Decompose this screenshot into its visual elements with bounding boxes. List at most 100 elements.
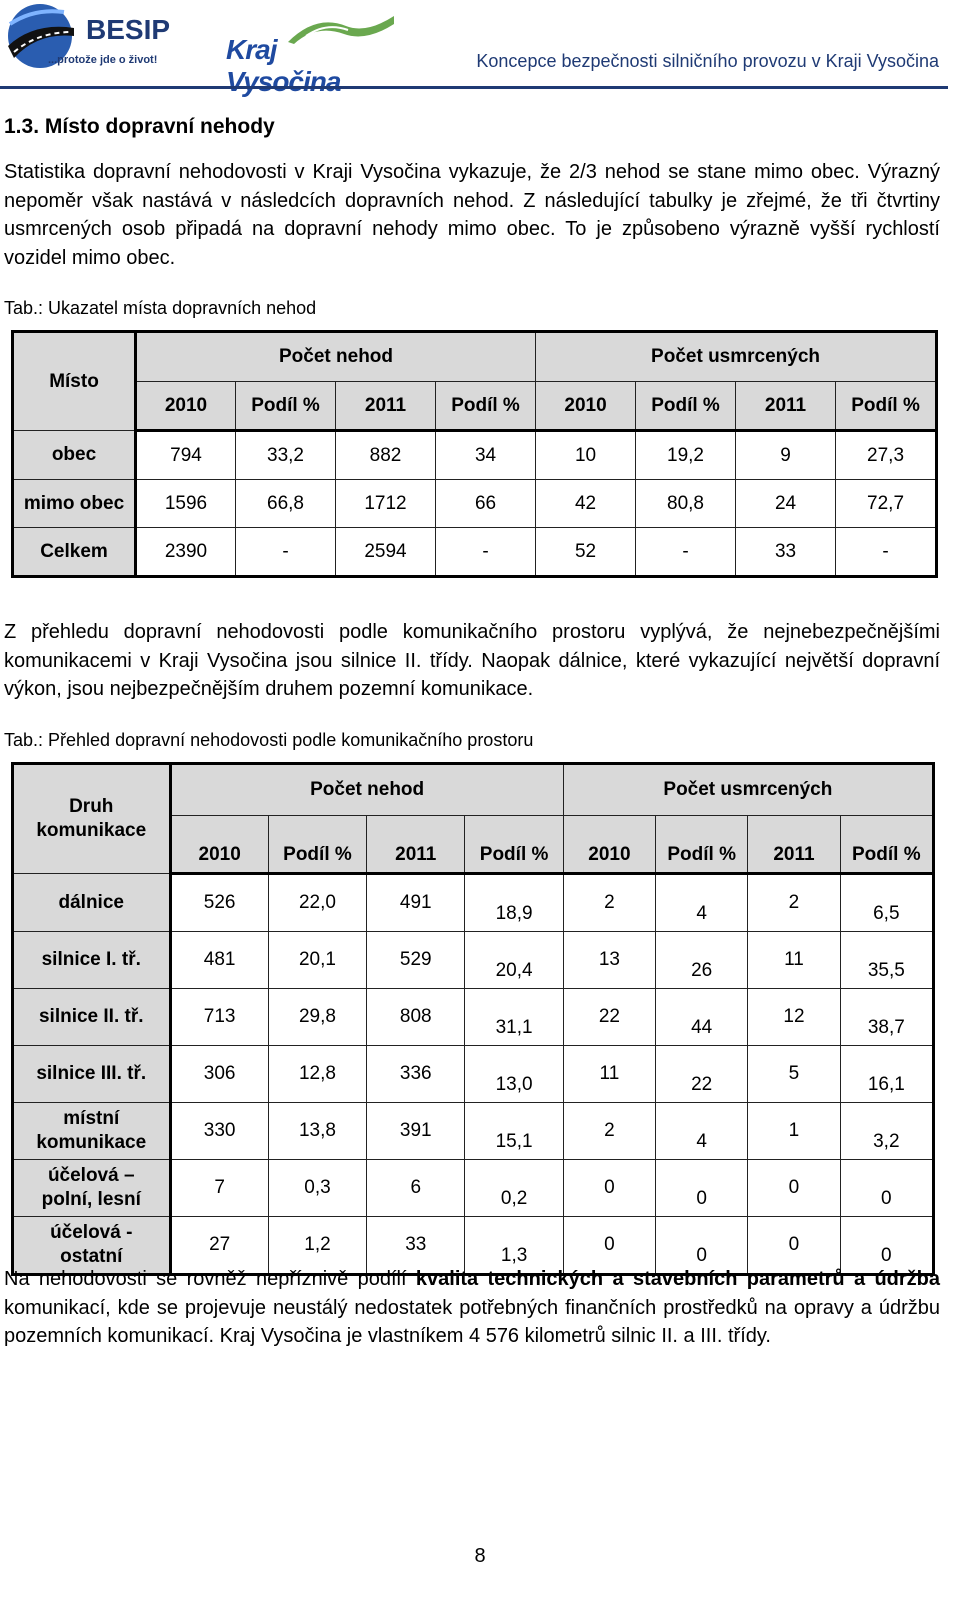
table2-corner-line1: Druh <box>69 796 114 817</box>
table2-cell: 2 <box>562 1102 657 1160</box>
table2-cell: 26 <box>655 931 749 989</box>
page-header: BESIP ...protože jde o život! Kraj Vysoč… <box>0 0 960 97</box>
table2-cell: 20,4 <box>464 931 564 989</box>
table2-row-label-line1: dálnice <box>58 891 124 913</box>
table1-cell: 66 <box>434 479 537 528</box>
page-number: 8 <box>474 1545 486 1567</box>
table-row: silnice I. tř. 481 20,1 529 20,4 13 26 11 35,5 <box>12 931 935 989</box>
besip-logo: BESIP ...protože jde o život! <box>4 2 170 70</box>
table2-cell: 0 <box>562 1216 657 1275</box>
table2-cell: 4 <box>655 1102 749 1160</box>
table2-row-label: silnice I. tř. <box>12 931 172 989</box>
table-row: mimo obec 1596 66,8 1712 66 42 80,8 24 72,7 <box>12 479 938 528</box>
table1-cell: 1712 <box>335 479 436 528</box>
table2-cell: 0 <box>655 1159 749 1217</box>
table1-cell: 33 <box>735 527 837 577</box>
table2-cell: 0,2 <box>464 1159 564 1217</box>
table2-cell: 0 <box>839 1159 935 1217</box>
table2-cell: 330 <box>169 1102 269 1160</box>
table2-cell: 2 <box>562 873 657 932</box>
table2-group-accidents: Počet nehod <box>169 763 564 816</box>
table2-cell: 0 <box>655 1216 749 1275</box>
table2-cell: 0 <box>839 1216 935 1275</box>
table2-cell: 11 <box>747 931 841 989</box>
table1-cell: 27,3 <box>835 430 938 480</box>
table1-cell: 882 <box>335 430 436 480</box>
table2-cell: 11 <box>562 1045 657 1103</box>
table2-row-label: silnice II. tř. <box>12 988 172 1046</box>
table2-row-label: účelová - ostatní <box>12 1216 172 1275</box>
table2-cell: 7 <box>169 1159 269 1217</box>
table1-cell: - <box>434 527 537 577</box>
table2-cell: 0 <box>562 1159 657 1217</box>
table2-cell: 391 <box>366 1102 466 1160</box>
table2-cell: 13,0 <box>464 1045 564 1103</box>
table2-cell: 0,3 <box>267 1159 368 1217</box>
table1-cell: 794 <box>135 430 236 480</box>
kraj-vysocina-logo: Kraj Vysočina <box>226 12 396 97</box>
table2-cell: 5 <box>747 1045 841 1103</box>
table2-row-label-line1: silnice III. tř. <box>36 1063 147 1084</box>
table2-cell: 22,0 <box>267 873 368 932</box>
table2-group-fatalities: Počet usmrcených <box>562 763 935 816</box>
table2-cell: 27 <box>169 1216 269 1275</box>
table1-subheader: Podíl % <box>835 381 938 432</box>
table1-subheader: Podíl % <box>635 381 737 432</box>
table2-cell: 491 <box>366 873 466 932</box>
table2-cell: 481 <box>169 931 269 989</box>
section-title: 1.3. Místo dopravní nehody <box>4 115 275 138</box>
table1-cell: 52 <box>535 527 637 577</box>
table2-cell: 0 <box>747 1216 841 1275</box>
table1-subheader: 2010 <box>535 381 637 432</box>
table-road-type-accidents: Druh komunikace Počet nehod Počet usmrce… <box>11 762 935 1276</box>
table-row: dálnice 526 22,0 491 18,9 2 4 2 6,5 <box>12 873 935 932</box>
table2-cell: 0 <box>747 1159 841 1217</box>
table2-row-label-line1: místní <box>63 1108 120 1129</box>
table2-row-label: silnice III. tř. <box>12 1045 172 1103</box>
kraj-brand: Kraj Vysočina <box>226 34 341 97</box>
table2-cell: 22 <box>655 1045 749 1103</box>
besip-road-icon <box>8 4 74 68</box>
table2-cell: 13 <box>562 931 657 989</box>
table1-cell: 72,7 <box>835 479 938 528</box>
table-row: účelová – polní, lesní 7 0,3 6 0,2 0 0 0 0 <box>12 1159 935 1217</box>
table1-caption: Tab.: Ukazatel místa dopravních nehod <box>4 298 317 318</box>
besip-slogan: ...protože jde o život! <box>48 54 158 66</box>
table1-cell: 1596 <box>135 479 236 528</box>
paragraph-3: Na nehodovosti se rovněž nepříznivě podí… <box>4 1265 940 1351</box>
table1-subheader: Podíl % <box>434 381 537 432</box>
table1-cell: 42 <box>535 479 637 528</box>
table2-row-label: účelová – polní, lesní <box>12 1159 172 1217</box>
table-location-of-accidents: Místo Počet nehod Počet usmrcených 2010 P… <box>11 330 939 578</box>
table2-cell: 529 <box>366 931 466 989</box>
table2-row-label-line1: silnice II. tř. <box>38 1006 144 1027</box>
table2-cell: 713 <box>169 988 269 1046</box>
table1-cell: 10 <box>535 430 637 480</box>
table2-cell: 31,1 <box>464 988 564 1046</box>
table2-row-label-line2: ostatní <box>60 1246 123 1267</box>
table2-caption: Tab.: Přehled dopravní nehodovosti podle… <box>4 730 534 750</box>
table1-subheader: Podíl % <box>235 381 336 432</box>
table2-subheader: 2011 <box>366 815 466 875</box>
table-row: účelová - ostatní 27 1,2 33 1,3 0 0 0 0 <box>12 1216 935 1275</box>
table1-row-label: obec <box>12 430 137 480</box>
table2-cell: 22 <box>562 988 657 1046</box>
table2-cell: 2 <box>747 873 841 932</box>
table2-cell: 13,8 <box>267 1102 368 1160</box>
table1-cell: - <box>235 527 336 577</box>
table2-cell: 1,2 <box>267 1216 368 1275</box>
table1-subheader: 2011 <box>335 381 436 432</box>
table2-subheader: 2011 <box>747 815 841 875</box>
table2-subheader: Podíl % <box>267 815 368 875</box>
paragraph-3-part2: komunikací, kde se projevuje neustálý ne… <box>4 1296 940 1348</box>
table2-cell: 6 <box>366 1159 466 1217</box>
table1-row-label: mimo obec <box>12 479 137 528</box>
table2-cell: 44 <box>655 988 749 1046</box>
table1-cell: - <box>835 527 938 577</box>
table2-subheader: 2010 <box>562 815 657 875</box>
table2-row-label: dálnice <box>12 873 172 932</box>
table2-row-label: místní komunikace <box>12 1102 172 1160</box>
table2-cell: 1,3 <box>464 1216 564 1275</box>
paragraph-2: Z přehledu dopravní nehodovosti podle ko… <box>4 621 940 700</box>
table1-row-label: Celkem <box>12 527 137 577</box>
